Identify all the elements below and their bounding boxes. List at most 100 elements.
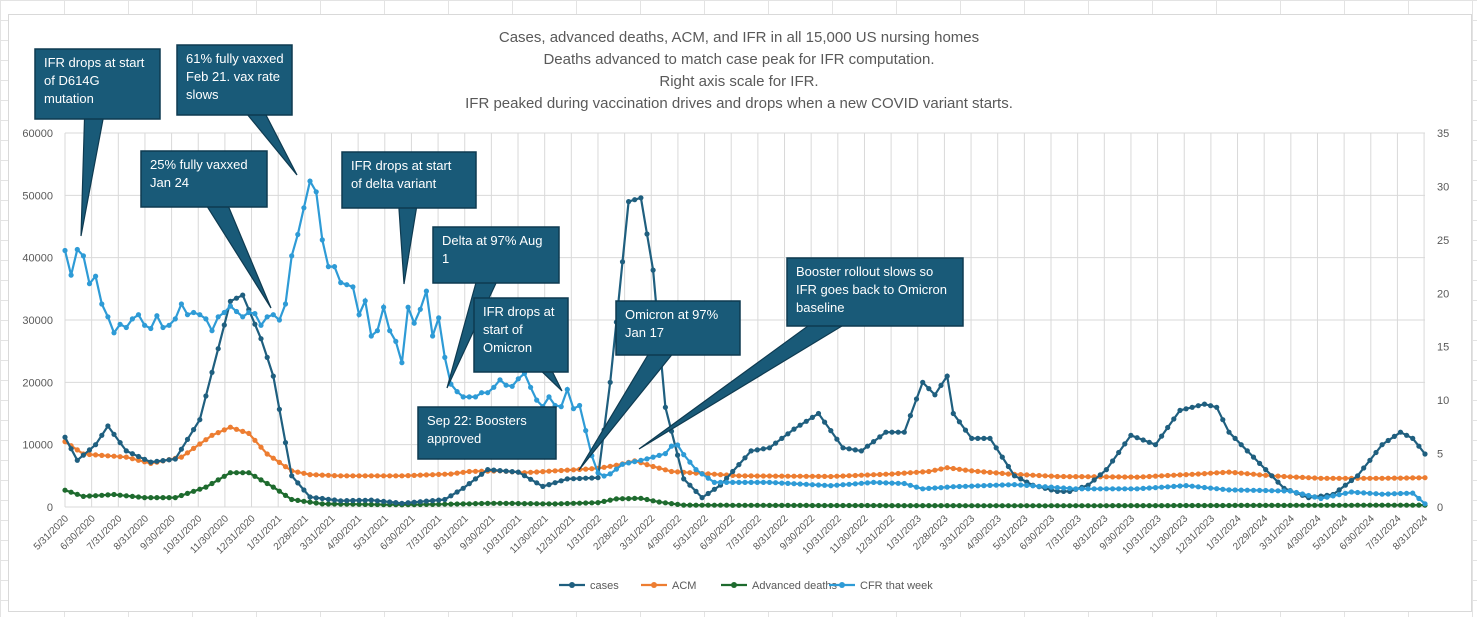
data-point bbox=[920, 486, 926, 492]
data-point bbox=[834, 502, 840, 509]
data-point bbox=[907, 482, 914, 488]
data-point bbox=[846, 473, 852, 479]
data-point bbox=[675, 442, 681, 448]
data-point bbox=[852, 472, 858, 479]
data-point bbox=[1134, 435, 1140, 441]
data-point bbox=[191, 488, 197, 494]
data-point bbox=[791, 473, 797, 479]
data-point bbox=[650, 267, 656, 273]
data-point bbox=[1208, 485, 1214, 491]
data-point bbox=[264, 451, 270, 457]
data-point bbox=[1128, 474, 1134, 480]
data-point bbox=[135, 494, 142, 500]
data-point bbox=[411, 472, 417, 478]
data-point bbox=[546, 482, 552, 488]
data-point bbox=[80, 253, 86, 259]
data-point bbox=[148, 495, 154, 501]
data-point bbox=[270, 484, 276, 490]
data-point bbox=[1011, 482, 1018, 488]
data-point bbox=[724, 475, 730, 481]
data-point bbox=[681, 452, 687, 458]
data-point bbox=[1385, 475, 1391, 481]
data-point bbox=[1189, 404, 1195, 410]
data-point bbox=[895, 503, 901, 509]
data-point bbox=[1134, 486, 1140, 492]
data-point bbox=[1244, 502, 1250, 508]
data-point bbox=[485, 467, 491, 473]
data-point bbox=[191, 309, 197, 316]
data-point bbox=[1140, 503, 1146, 509]
data-point bbox=[1281, 473, 1287, 480]
data-point bbox=[932, 392, 938, 398]
data-point bbox=[1214, 502, 1220, 509]
data-point bbox=[99, 452, 105, 458]
data-point bbox=[895, 429, 901, 435]
data-point bbox=[1299, 491, 1306, 497]
y-left-tick-label: 10000 bbox=[22, 440, 53, 452]
data-point bbox=[534, 397, 540, 403]
data-point bbox=[1091, 477, 1097, 483]
data-point bbox=[717, 472, 724, 478]
data-point bbox=[1336, 487, 1342, 493]
data-point bbox=[1195, 502, 1201, 509]
y-left-tick-label: 50000 bbox=[22, 190, 53, 202]
data-point bbox=[993, 445, 999, 451]
data-point bbox=[1220, 469, 1226, 476]
data-point bbox=[460, 485, 466, 491]
data-point bbox=[344, 473, 350, 479]
data-point bbox=[1348, 477, 1355, 484]
data-point bbox=[1018, 476, 1024, 482]
data-point bbox=[809, 482, 816, 488]
data-point bbox=[846, 502, 852, 509]
data-point bbox=[742, 455, 748, 461]
data-point bbox=[1146, 503, 1152, 509]
data-point bbox=[1152, 485, 1159, 491]
data-point bbox=[687, 482, 693, 488]
data-point bbox=[711, 479, 718, 485]
data-point bbox=[368, 497, 374, 503]
data-point bbox=[1422, 501, 1428, 507]
data-point bbox=[111, 453, 117, 459]
data-point bbox=[564, 476, 570, 482]
data-point bbox=[80, 493, 86, 499]
data-point bbox=[577, 402, 583, 409]
data-point bbox=[662, 467, 669, 473]
data-point bbox=[638, 457, 644, 463]
data-point bbox=[1110, 486, 1116, 492]
data-point bbox=[864, 472, 871, 478]
data-point bbox=[111, 491, 117, 498]
data-point bbox=[693, 488, 699, 494]
data-point bbox=[901, 480, 907, 487]
data-point bbox=[1048, 484, 1054, 490]
data-point bbox=[252, 321, 258, 327]
data-point bbox=[1159, 503, 1165, 509]
data-point bbox=[123, 454, 129, 460]
callout-text-line: of D614G bbox=[44, 73, 100, 88]
data-point bbox=[258, 444, 264, 450]
data-point bbox=[699, 495, 705, 501]
data-point bbox=[1183, 502, 1189, 509]
chart-area[interactable]: Cases, advanced deaths, ACM, and IFR in … bbox=[8, 14, 1472, 612]
data-point bbox=[1189, 502, 1195, 509]
data-point bbox=[497, 468, 503, 474]
data-point bbox=[184, 312, 191, 318]
data-point bbox=[1324, 475, 1330, 481]
data-point bbox=[699, 502, 705, 508]
data-point bbox=[803, 502, 809, 508]
data-point bbox=[724, 502, 730, 508]
data-point bbox=[1232, 487, 1238, 493]
data-point bbox=[430, 472, 436, 478]
data-point bbox=[1250, 454, 1257, 460]
data-point bbox=[840, 502, 846, 509]
data-point bbox=[858, 480, 865, 486]
data-point bbox=[362, 298, 368, 304]
data-point bbox=[1410, 490, 1416, 496]
callout-text-line: IFR goes back to Omicron bbox=[796, 282, 947, 297]
data-point bbox=[1244, 448, 1250, 454]
data-point bbox=[417, 306, 423, 312]
data-point bbox=[779, 502, 785, 508]
data-point bbox=[1097, 472, 1103, 478]
data-point bbox=[577, 500, 583, 506]
data-point bbox=[1244, 471, 1250, 477]
data-point bbox=[583, 500, 589, 506]
